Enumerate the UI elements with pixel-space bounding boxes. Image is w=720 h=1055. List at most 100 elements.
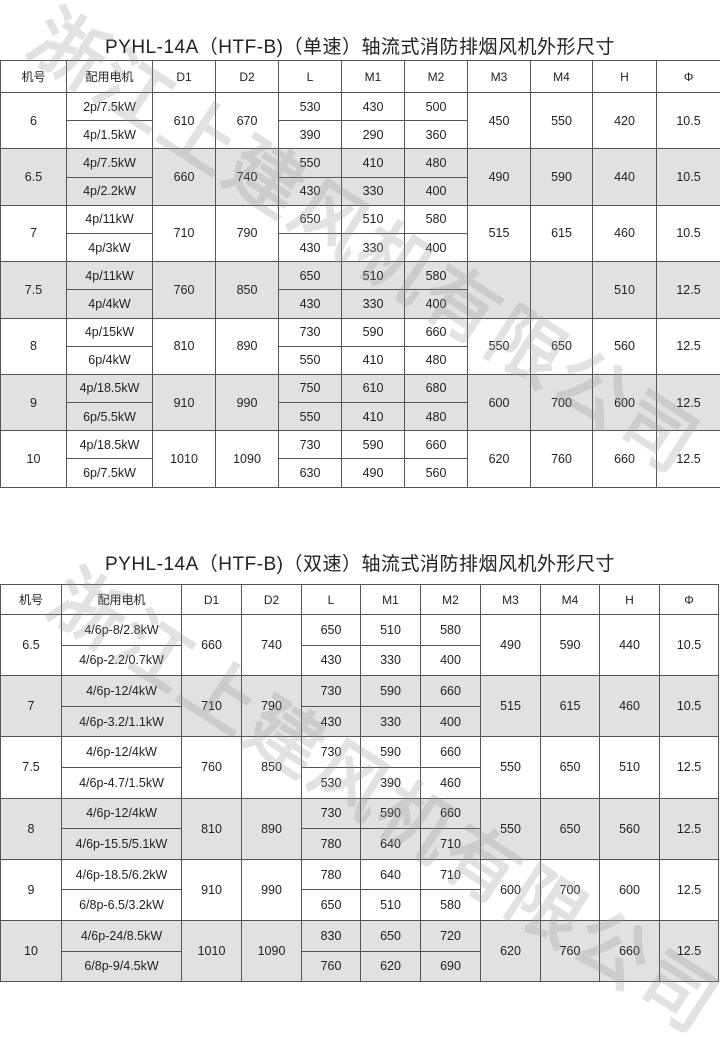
m3-cell	[468, 262, 531, 318]
m1-cell: 610	[342, 374, 405, 402]
l-cell: 730	[302, 737, 361, 768]
column-header: 机号	[1, 585, 62, 615]
motor-cell: 4/6p-12/4kW	[62, 798, 182, 829]
m2-cell: 580	[421, 890, 481, 921]
motor-cell: 4/6p-24/8.5kW	[62, 920, 182, 951]
m3-cell: 620	[468, 431, 531, 487]
m1-cell: 510	[361, 615, 421, 646]
m2-cell: 660	[405, 431, 468, 459]
d2-cell: 1090	[216, 431, 279, 487]
l-cell: 750	[279, 374, 342, 402]
l-cell: 430	[279, 177, 342, 205]
m3-cell: 550	[468, 318, 531, 374]
motor-cell: 4/6p-15.5/5.1kW	[62, 829, 182, 860]
m4-cell: 550	[531, 93, 593, 149]
d2-cell: 740	[216, 149, 279, 205]
l-cell: 430	[279, 233, 342, 261]
m2-cell: 580	[405, 262, 468, 290]
model-number-cell: 8	[1, 798, 62, 859]
m1-cell: 330	[342, 233, 405, 261]
d1-cell: 810	[153, 318, 216, 374]
m2-cell: 690	[421, 951, 481, 982]
d1-cell: 710	[153, 205, 216, 261]
m1-cell: 510	[342, 205, 405, 233]
column-header: M3	[468, 61, 531, 93]
m2-cell: 400	[421, 706, 481, 737]
l-cell: 830	[302, 920, 361, 951]
m4-cell: 650	[541, 737, 600, 798]
l-cell: 430	[279, 290, 342, 318]
column-header: 配用电机	[62, 585, 182, 615]
l-cell: 650	[302, 890, 361, 921]
m3-cell: 620	[481, 920, 541, 981]
phi-cell: 10.5	[657, 149, 720, 205]
h-cell: 600	[593, 374, 657, 430]
m3-cell: 550	[481, 798, 541, 859]
l-cell: 650	[279, 205, 342, 233]
column-header: Φ	[660, 585, 719, 615]
l-cell: 760	[302, 951, 361, 982]
m1-cell: 430	[342, 93, 405, 121]
m2-cell: 660	[405, 318, 468, 346]
d1-cell: 660	[182, 615, 242, 676]
d1-cell: 710	[182, 676, 242, 737]
m1-cell: 510	[342, 262, 405, 290]
phi-cell: 12.5	[657, 318, 720, 374]
phi-cell: 10.5	[657, 93, 720, 149]
phi-cell: 12.5	[660, 737, 719, 798]
phi-cell: 12.5	[660, 798, 719, 859]
m4-cell: 590	[531, 149, 593, 205]
motor-cell: 4/6p-8/2.8kW	[62, 615, 182, 646]
m4-cell: 615	[531, 205, 593, 261]
model-number-cell: 7.5	[1, 262, 67, 318]
column-header: M4	[541, 585, 600, 615]
m1-cell: 330	[342, 177, 405, 205]
h-cell: 660	[600, 920, 660, 981]
phi-cell: 12.5	[657, 374, 720, 430]
l-cell: 630	[279, 459, 342, 487]
m2-cell: 480	[405, 149, 468, 177]
l-cell: 550	[279, 403, 342, 431]
phi-cell: 12.5	[657, 431, 720, 487]
d1-cell: 910	[182, 859, 242, 920]
m2-cell: 660	[421, 676, 481, 707]
m3-cell: 515	[468, 205, 531, 261]
phi-cell: 10.5	[660, 676, 719, 737]
l-cell: 650	[302, 615, 361, 646]
column-header: D2	[242, 585, 302, 615]
m2-cell: 560	[405, 459, 468, 487]
model-number-cell: 7	[1, 205, 67, 261]
m3-cell: 490	[468, 149, 531, 205]
model-number-cell: 8	[1, 318, 67, 374]
m3-cell: 600	[468, 374, 531, 430]
phi-cell: 12.5	[660, 920, 719, 981]
motor-cell: 6/8p-9/4.5kW	[62, 951, 182, 982]
motor-cell: 4/6p-18.5/6.2kW	[62, 859, 182, 890]
m4-cell: 700	[531, 374, 593, 430]
m4-cell	[531, 262, 593, 318]
l-cell: 390	[279, 121, 342, 149]
motor-cell: 4p/18.5kW	[67, 374, 153, 402]
m1-cell: 590	[361, 676, 421, 707]
motor-cell: 6p/7.5kW	[67, 459, 153, 487]
h-cell: 510	[593, 262, 657, 318]
model-number-cell: 10	[1, 431, 67, 487]
m1-cell: 490	[342, 459, 405, 487]
h-cell: 660	[593, 431, 657, 487]
m1-cell: 590	[342, 431, 405, 459]
d1-cell: 610	[153, 93, 216, 149]
d1-cell: 910	[153, 374, 216, 430]
column-header: H	[600, 585, 660, 615]
d1-cell: 760	[153, 262, 216, 318]
m1-cell: 640	[361, 859, 421, 890]
motor-cell: 4p/15kW	[67, 318, 153, 346]
h-cell: 420	[593, 93, 657, 149]
